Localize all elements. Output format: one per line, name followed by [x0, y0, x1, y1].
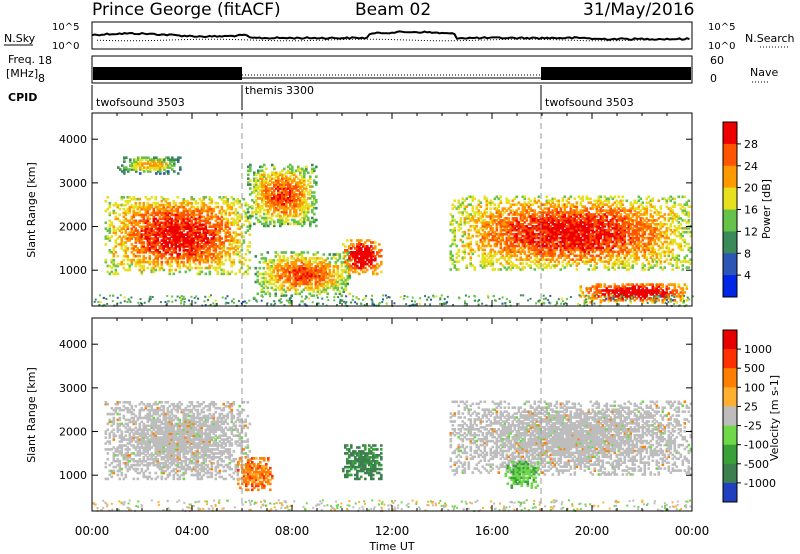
colorbar-swatch-7 [723, 253, 737, 276]
y-tick-label: 2000 [59, 221, 87, 234]
noise-search-label: N.Search [745, 32, 795, 45]
freq-label: Freq. [8, 53, 35, 66]
scatter-region-3 [342, 444, 383, 481]
noise-panel: N.Sky 10^5 10^0 10^5 10^0 N.Search [4, 21, 795, 52]
colorbar-tick-label: -25 [744, 420, 762, 433]
frequency-panel: Freq. [MHz] 18 8 60 0 Nave [6, 53, 778, 85]
colorbar-tick-label: 100 [744, 381, 765, 394]
colorbar-swatch-5 [723, 209, 737, 232]
power-colorbar-label: Power [dB] [760, 179, 773, 239]
power-y-ticks: 1000 2000 3000 4000 [59, 133, 692, 277]
colorbar-tick-label: 8 [744, 247, 751, 260]
colorbar-tick-label: 1000 [744, 343, 772, 356]
colorbar-tick-label: -100 [744, 439, 769, 452]
freq-block-2 [541, 67, 691, 80]
colorbar-swatch-4 [723, 387, 737, 407]
cpid-segment-1: twofsound 3503 [96, 96, 185, 109]
colorbar-swatch-1 [723, 330, 737, 350]
x-tick-label: 20:00 [575, 524, 610, 538]
scatter-region-5 [342, 239, 383, 276]
velocity-y-ticks: 1000 2000 3000 4000 [59, 338, 692, 482]
colorbar-swatch-8 [723, 463, 737, 484]
freq-unit-label: [MHz] [6, 67, 38, 80]
scatter-region-3 [247, 163, 318, 228]
noise-right-tick-top: 10^5 [708, 22, 735, 33]
freq-tick-bottom: 8 [38, 72, 45, 85]
x-tick-label: 16:00 [475, 524, 510, 538]
noise-right-tick-bottom: 10^0 [708, 41, 735, 52]
y-tick-label: 4000 [59, 338, 87, 351]
scatter-region-5 [504, 460, 540, 489]
scatter-region-4 [449, 400, 693, 476]
colorbar-tick-label: -1000 [744, 477, 776, 490]
beam-title: Beam 02 [355, 0, 431, 20]
power-panel: 1000 2000 3000 4000 Slant Range [km] [25, 112, 694, 308]
xaxis-label: Time UT [368, 540, 414, 553]
y-tick-label: 3000 [59, 382, 87, 395]
colorbar-swatch-2 [723, 143, 737, 167]
x-tick-label: 12:00 [375, 524, 410, 538]
cpid-segment-3: twofsound 3503 [545, 96, 634, 109]
colorbar-tick-label: 500 [744, 362, 765, 375]
colorbar-tick-label: 28 [744, 138, 758, 151]
velocity-ylabel: Slant Range [km] [25, 367, 38, 463]
colorbar-tick-label: 12 [744, 225, 758, 238]
power-heatmap [93, 156, 694, 308]
y-tick-label: 4000 [59, 133, 87, 146]
y-tick-label: 1000 [59, 264, 87, 277]
velocity-colorbar-label: Velocity [m s-1] [768, 375, 781, 461]
colorbar-tick-label: 24 [744, 160, 758, 173]
power-ylabel: Slant Range [km] [25, 162, 38, 258]
colorbar-tick-label: 4 [744, 269, 751, 282]
power-colorbar: 28 24 20 16 12 8 4 Power [dB] [722, 121, 773, 298]
cpid-label: CPID [8, 91, 37, 104]
colorbar-swatch-2 [723, 349, 737, 369]
colorbar-swatch-3 [723, 165, 737, 189]
scatter-region-1 [104, 401, 252, 481]
colorbar-swatch-8 [723, 275, 737, 298]
y-tick-label: 2000 [59, 426, 87, 439]
colorbar-swatch-5 [723, 406, 737, 426]
velocity-panel: 1000 2000 3000 4000 Slant Range [km] [25, 317, 693, 513]
scatter-floor [93, 294, 694, 308]
noise-sky-trace [91, 30, 690, 41]
colorbar-tick-label: -500 [744, 458, 769, 471]
nave-tick-top: 60 [710, 54, 724, 67]
colorbar-swatch-6 [723, 231, 737, 254]
cpid-row: CPID twofsound 3503 themis 3300 twofsoun… [8, 84, 634, 110]
date-title: 31/May/2016 [583, 0, 695, 20]
scatter-region-1 [104, 196, 252, 276]
time-axis: 00:00 04:00 08:00 12:00 16:00 20:00 00:00 [75, 113, 710, 538]
velocity-colorbar: 1000 500 100 25 -25 -100 -500 -1000 Velocity [m… [722, 329, 781, 503]
colorbar-tick-label: 20 [744, 182, 758, 195]
colorbar-swatch-4 [723, 187, 737, 210]
colorbar-swatch-1 [723, 122, 737, 145]
noise-left-tick-top: 10^5 [52, 22, 79, 33]
colorbar-swatch-3 [723, 368, 737, 388]
freq-block-1 [93, 67, 242, 80]
x-tick-label: 04:00 [175, 524, 210, 538]
colorbar-swatch-7 [723, 444, 737, 465]
cpid-segment-2: themis 3300 [245, 84, 314, 97]
scatter-region-2 [117, 156, 182, 175]
x-tick-label: 00:00 [75, 524, 110, 538]
x-tick-label: 00:00 [675, 524, 710, 538]
noise-left-tick-bottom: 10^0 [52, 41, 79, 52]
scatter-region-6 [449, 195, 693, 271]
x-tick-label: 08:00 [275, 524, 310, 538]
nave-label: Nave [750, 66, 778, 79]
noise-sky-label: N.Sky [4, 32, 36, 45]
freq-tick-top: 18 [38, 54, 52, 67]
colorbar-swatch-6 [723, 425, 737, 446]
colorbar-swatch-9 [723, 482, 737, 503]
colorbar-tick-label: 16 [744, 204, 758, 217]
station-title: Prince George (fitACF) [92, 0, 281, 20]
nave-tick-bottom: 0 [710, 72, 717, 85]
colorbar-tick-label: 25 [744, 400, 758, 413]
velocity-heatmap [92, 400, 693, 513]
y-tick-label: 3000 [59, 177, 87, 190]
y-tick-label: 1000 [59, 469, 87, 482]
